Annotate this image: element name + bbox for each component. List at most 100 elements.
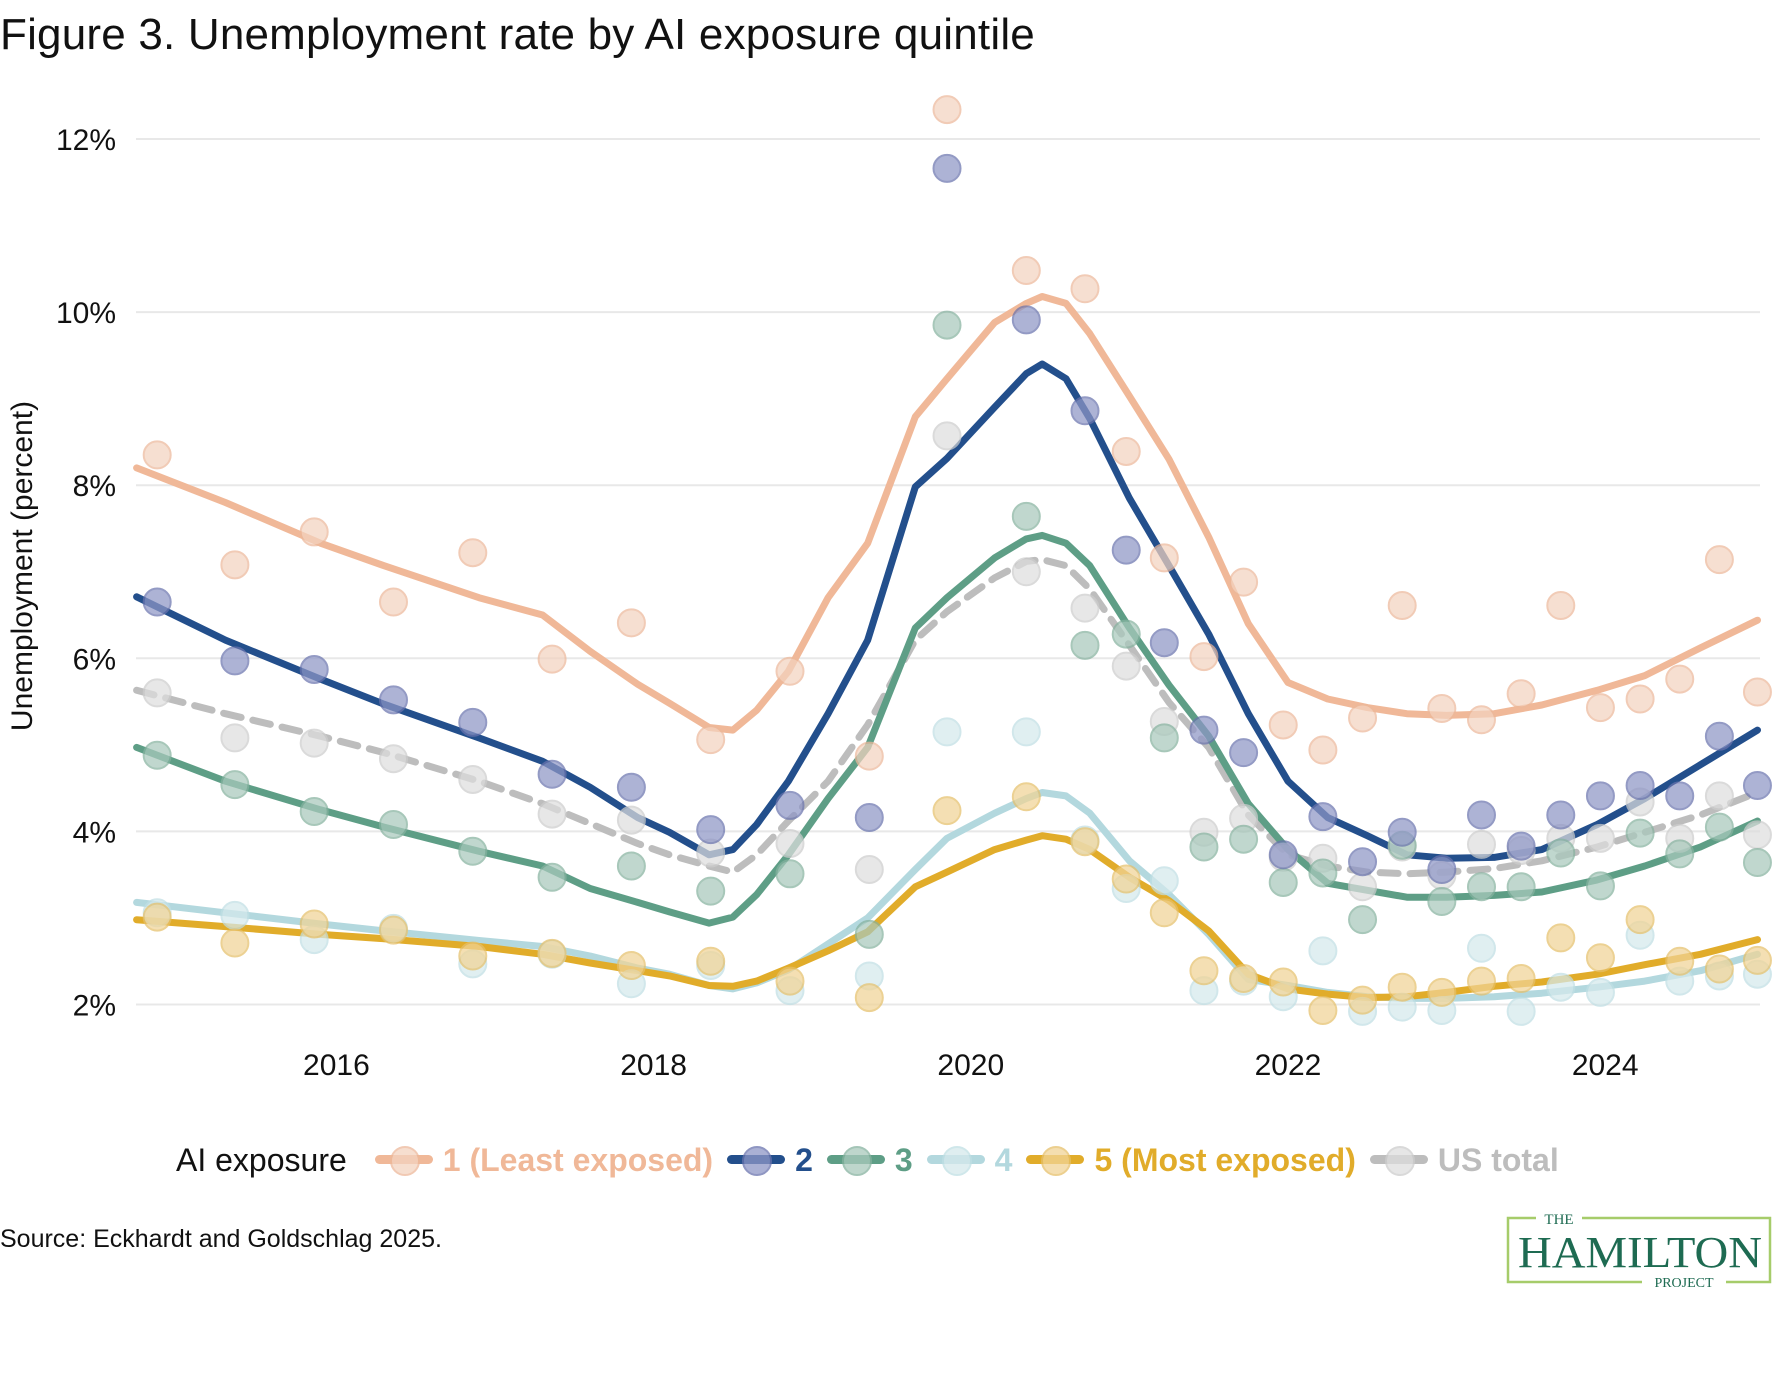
data-point-series-3 (1189, 832, 1219, 862)
data-point-series-6 (854, 854, 884, 884)
data-point-series-5 (1625, 905, 1655, 935)
data-point-series-5 (537, 938, 567, 968)
data-point-series-4 (1546, 972, 1576, 1002)
data-point-series-5 (378, 915, 408, 945)
data-point-series-1 (142, 440, 172, 470)
data-point-series-3 (1348, 905, 1378, 935)
data-point-series-3 (1546, 838, 1576, 868)
data-point-series-2 (1585, 781, 1615, 811)
data-point-series-2 (1546, 800, 1576, 830)
legend-item-5: 5 (Most exposed) (1026, 1140, 1356, 1180)
data-point-series-1 (1466, 705, 1496, 735)
data-point-series-1 (1585, 693, 1615, 723)
data-point-series-5 (1111, 864, 1141, 894)
data-point-series-1 (537, 644, 567, 674)
data-point-series-6 (1704, 781, 1734, 811)
data-point-series-6 (1466, 829, 1496, 859)
data-point-series-5 (696, 946, 726, 976)
data-point-series-6 (378, 744, 408, 774)
data-point-series-6 (1011, 557, 1041, 587)
data-point-series-1 (1704, 545, 1734, 575)
data-point-series-5 (1268, 967, 1298, 997)
data-point-series-6 (299, 728, 329, 758)
chart-title: Figure 3. Unemployment rate by AI exposu… (0, 10, 1035, 59)
data-point-series-3 (378, 809, 408, 839)
legend-label: 4 (994, 1141, 1013, 1178)
source-note: Source: Eckhardt and Goldschlag 2025. (0, 1225, 442, 1253)
data-point-series-1 (854, 741, 884, 771)
data-point-series-2 (537, 759, 567, 789)
data-point-series-1 (378, 587, 408, 617)
data-point-series-4 (1308, 936, 1338, 966)
data-point-series-3 (1427, 887, 1457, 917)
data-point-series-2 (1070, 396, 1100, 426)
x-tick-label: 2018 (620, 1049, 687, 1082)
trend-line-series-1 (133, 293, 1761, 734)
data-point-series-5 (775, 966, 805, 996)
legend-label: 2 (795, 1141, 813, 1178)
data-point-series-6 (1070, 593, 1100, 623)
data-point-series-3 (1268, 867, 1298, 897)
data-point-series-2 (1742, 771, 1772, 801)
data-point-series-3 (1742, 848, 1772, 878)
data-point-series-1 (1387, 591, 1417, 621)
legend-marker-icon (727, 1140, 786, 1180)
data-point-series-2 (1111, 535, 1141, 565)
data-point-series-2 (1427, 854, 1457, 884)
data-point-series-1 (458, 538, 488, 568)
data-point-series-6 (142, 678, 172, 708)
data-point-series-3 (220, 770, 250, 800)
data-point-series-1 (775, 656, 805, 686)
data-point-series-5 (1704, 954, 1734, 984)
data-point-series-5 (1229, 964, 1259, 994)
y-tick-label: 12% (56, 124, 116, 157)
data-point-series-1 (1348, 703, 1378, 733)
data-point-series-4 (1466, 933, 1496, 963)
data-point-series-3 (1070, 630, 1100, 660)
data-point-series-3 (1111, 619, 1141, 649)
data-point-series-5 (616, 951, 646, 981)
data-point-series-1 (1111, 436, 1141, 466)
legend-marker-icon (374, 1140, 433, 1180)
data-point-series-2 (854, 803, 884, 833)
data-point-series-2 (1268, 840, 1298, 870)
data-point-series-5 (1308, 996, 1338, 1026)
y-tick-label: 4% (73, 816, 116, 849)
data-point-series-5 (1466, 966, 1496, 996)
data-point-series-6 (1585, 823, 1615, 853)
legend-item-1: 1 (Least exposed) (374, 1140, 713, 1180)
data-point-series-5 (299, 909, 329, 939)
data-point-series-3 (1466, 872, 1496, 902)
data-point-series-6 (932, 421, 962, 451)
logo-text-project: PROJECT (1654, 1276, 1714, 1290)
data-point-series-3 (932, 310, 962, 340)
data-point-series-3 (616, 851, 646, 881)
data-point-series-3 (1229, 824, 1259, 854)
data-point-series-3 (775, 859, 805, 889)
data-point-series-1 (1427, 693, 1457, 723)
data-point-series-6 (220, 723, 250, 753)
data-point-series-1 (299, 517, 329, 547)
data-point-series-2 (378, 685, 408, 715)
data-point-series-6 (1111, 651, 1141, 681)
data-point-series-3 (537, 862, 567, 892)
x-axis-ticks: 2016 2018 2020 2022 2024 (303, 1049, 1639, 1082)
data-point-series-2 (142, 587, 172, 617)
data-point-series-6 (1348, 872, 1378, 902)
legend-item-6: US total (1369, 1140, 1559, 1180)
data-point-series-3 (142, 740, 172, 770)
data-point-series-5 (1149, 898, 1179, 928)
data-point-series-3 (299, 796, 329, 826)
data-point-series-2 (1704, 721, 1734, 751)
data-point-series-1 (220, 550, 250, 580)
data-point-series-1 (1506, 679, 1536, 709)
data-point-series-1 (1665, 664, 1695, 694)
data-point-series-2 (1348, 847, 1378, 877)
data-point-series-5 (1665, 946, 1695, 976)
data-point-series-5 (932, 796, 962, 826)
data-point-series-5 (1189, 956, 1219, 986)
data-point-series-4 (932, 717, 962, 747)
data-point-series-3 (696, 876, 726, 906)
logo-text-the: THE (1544, 1212, 1573, 1228)
